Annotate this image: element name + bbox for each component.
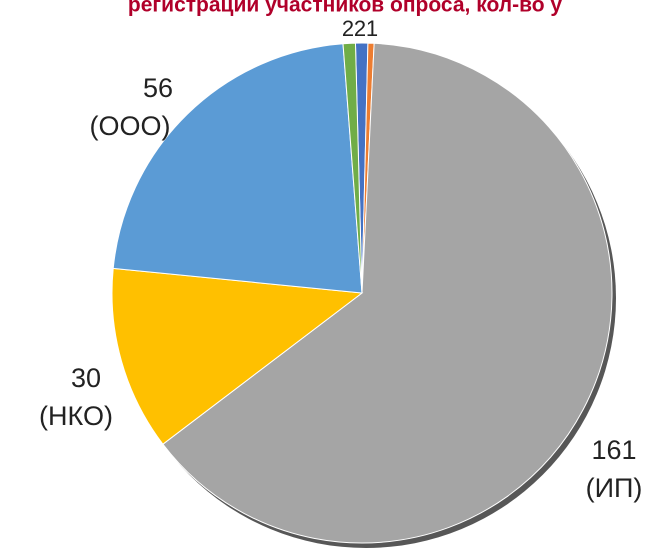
data-label: 2 bbox=[342, 16, 354, 41]
pie-slice bbox=[342, 42, 363, 294]
data-label: 1 bbox=[366, 16, 378, 41]
data-label: 161 bbox=[591, 435, 636, 465]
category-label: (ИП) bbox=[586, 473, 643, 503]
data-label: 2 bbox=[354, 16, 366, 41]
pie-slice bbox=[162, 42, 613, 544]
category-label: (ООО) bbox=[90, 111, 171, 141]
data-label: 30 bbox=[71, 363, 101, 393]
category-label: (НКО) bbox=[39, 401, 113, 431]
pie-slice bbox=[112, 43, 363, 294]
pie-slice bbox=[111, 267, 364, 445]
chart-title: регистраций участников опроса, кол-во у bbox=[128, 0, 562, 17]
data-label: 56 bbox=[143, 73, 173, 103]
